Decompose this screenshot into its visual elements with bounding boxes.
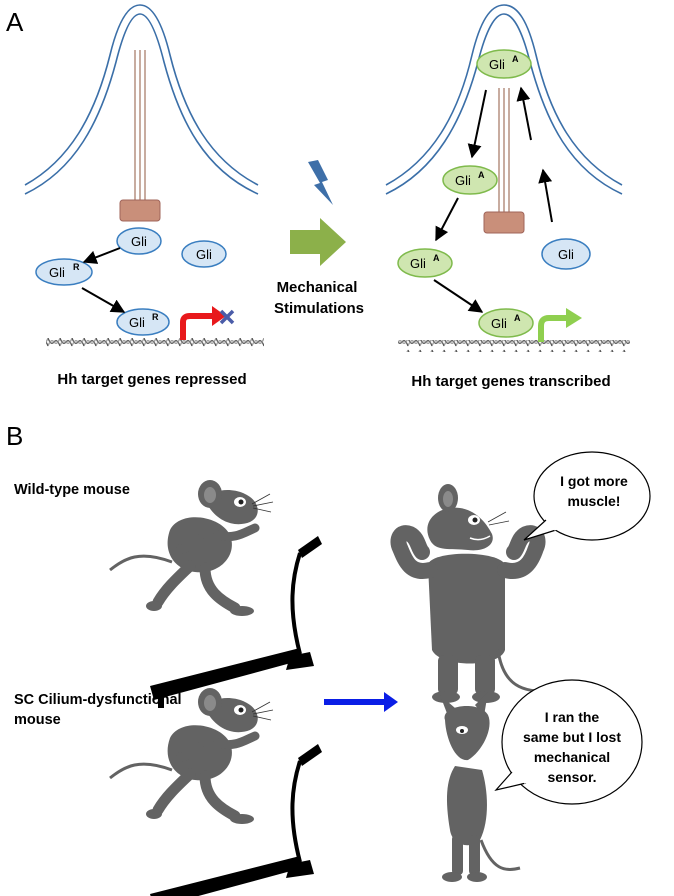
gli-molecule: Gli: [181, 240, 227, 268]
gli-activator-molecule: Gli A: [476, 49, 532, 79]
transport-arrow: [538, 168, 553, 223]
dna-strand: [46, 338, 264, 350]
right-caption: Hh target genes transcribed: [411, 373, 610, 390]
gli-label: Gli: [196, 247, 212, 262]
gli-superscript: A: [478, 170, 485, 180]
gli-label: Gli: [489, 57, 505, 72]
weak-mouse: [440, 692, 521, 882]
speech-line: sensor.: [547, 769, 596, 785]
gli-superscript: A: [433, 253, 440, 263]
mutant-label-line2: mouse: [14, 712, 61, 728]
gli-molecule: Gli: [116, 227, 162, 255]
basal-body: [483, 211, 525, 234]
wild-type-label: Wild-type mouse: [14, 482, 130, 498]
gli-label: Gli: [49, 265, 65, 280]
gli-activator-molecule: Gli A: [397, 248, 453, 278]
speech-bubble-mutant: I ran the same but I lost mechanical sen…: [494, 679, 643, 805]
gli-activator-molecule: Gli A: [442, 165, 498, 195]
transport-arrow: [516, 86, 532, 141]
translocation-arrow: [433, 279, 484, 313]
left-caption: Hh target genes repressed: [57, 371, 246, 388]
panel-b-letter: B: [6, 421, 23, 451]
basal-body: [119, 199, 161, 222]
gli-label: Gli: [131, 234, 147, 249]
speech-line: mechanical: [534, 749, 610, 765]
speech-line: I got more: [560, 473, 628, 489]
repressed-transcription-arrow: [180, 306, 226, 340]
conversion-arrow: [82, 247, 121, 264]
speech-bubble-wild-type: I got more muscle!: [523, 451, 651, 541]
mechanical-label: Mechanical: [277, 279, 358, 296]
gli-superscript: A: [512, 54, 519, 64]
gli-molecule: Gli: [541, 238, 591, 270]
blocked-x-icon: [219, 309, 235, 325]
gli-superscript: A: [514, 313, 521, 323]
gli-label: Gli: [558, 247, 574, 262]
speech-line: muscle!: [568, 493, 621, 509]
speech-line: I ran the: [545, 709, 600, 725]
gli-superscript: R: [73, 262, 80, 272]
stimulations-label: Stimulations: [274, 300, 364, 317]
gli-label: Gli: [129, 315, 145, 330]
gli-repressor-molecule: Gli R: [116, 308, 170, 336]
transport-arrow: [467, 89, 487, 159]
stimulation-arrow: [290, 218, 346, 266]
gli-label: Gli: [455, 173, 471, 188]
translocation-arrow: [81, 287, 126, 313]
speech-line: same but I lost: [523, 729, 621, 745]
running-mouse-wild-type: [110, 480, 273, 616]
gli-label: Gli: [410, 256, 426, 271]
gli-activator-molecule: Gli A: [478, 308, 534, 338]
lightning-icon: [308, 160, 333, 205]
mutant-label-line1: SC Cilium-dysfunctional: [14, 692, 182, 708]
transport-arrow: [435, 197, 459, 242]
gli-repressor-molecule: Gli R: [35, 258, 93, 286]
dna-strand: [398, 340, 630, 352]
transcription-arrow: [538, 308, 582, 342]
comparison-arrow: [324, 692, 398, 712]
left-cilium: [24, 4, 259, 222]
gli-label: Gli: [491, 316, 507, 331]
right-cilium: [385, 4, 623, 234]
running-mouse-mutant: [110, 688, 273, 824]
gli-superscript: R: [152, 312, 159, 322]
panel-a-letter: A: [6, 7, 24, 37]
